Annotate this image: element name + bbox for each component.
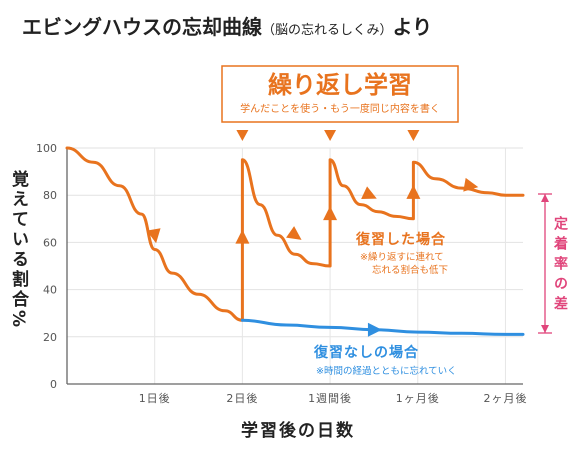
x-tick-label: 1週間後 — [308, 391, 352, 405]
curve-arrow — [286, 226, 302, 240]
review-marker-arrow — [236, 130, 249, 141]
chart-title: エビングハウスの忘却曲線 — [22, 15, 262, 39]
difference-bracket — [538, 193, 552, 334]
review-box — [221, 65, 459, 123]
review-up-arrow — [406, 184, 421, 199]
y-tick-label: 80 — [43, 189, 57, 202]
chart-title-suffix: より — [393, 15, 433, 39]
chart-subtitle: （脳の忘れるしくみ） — [262, 23, 393, 38]
x-tick-label: 1ヶ月後 — [396, 391, 440, 405]
with-review-note-1: ※繰り返すに連れて — [360, 251, 444, 263]
x-tick-label: 2日後 — [226, 391, 258, 405]
y-tick-label: 40 — [43, 284, 57, 297]
y-tick-label: 20 — [43, 331, 57, 344]
review-box-title: 繰り返し学習 — [268, 71, 412, 99]
without-review-note: ※時間の経過とともに忘れていく — [316, 365, 457, 377]
review-box-subtitle: 学んだことを使う・もう一度同じ内容を書く — [240, 102, 440, 115]
x-axis-label: 学習後の日数 — [241, 420, 355, 441]
bracket-arrow-top — [541, 194, 549, 202]
svg-text:エビングハウスの忘却曲線（脳の忘れるしくみ）より: エビングハウスの忘却曲線（脳の忘れるしくみ）より — [22, 15, 432, 39]
y-tick-label: 60 — [43, 236, 57, 249]
x-tick-label: 1日後 — [139, 391, 171, 405]
with-review-label: 復習した場合 — [355, 231, 446, 248]
curve-arrow — [146, 228, 161, 244]
review-marker-arrow — [407, 130, 420, 141]
review-marker-arrow — [324, 130, 337, 141]
decay-arrow — [367, 322, 382, 337]
y-axis-label: 覚えている割合% — [8, 169, 29, 330]
with-review-note-2: 忘れる割合も低下 — [372, 264, 448, 276]
series-line-with-review — [65, 146, 525, 322]
y-tick-label: 0 — [50, 378, 57, 391]
review-up-arrow — [323, 206, 338, 221]
without-review-label: 復習なしの場合 — [313, 344, 419, 361]
curve-arrow — [463, 177, 479, 192]
curve-arrow — [361, 186, 377, 200]
difference-label: 定着率の差 — [552, 215, 569, 316]
y-tick-label: 100 — [36, 142, 57, 155]
bracket-arrow-bottom — [541, 325, 549, 333]
x-tick-label: 2ヶ月後 — [483, 391, 527, 405]
series-line-without-review — [240, 318, 525, 336]
review-up-arrow — [235, 229, 250, 244]
